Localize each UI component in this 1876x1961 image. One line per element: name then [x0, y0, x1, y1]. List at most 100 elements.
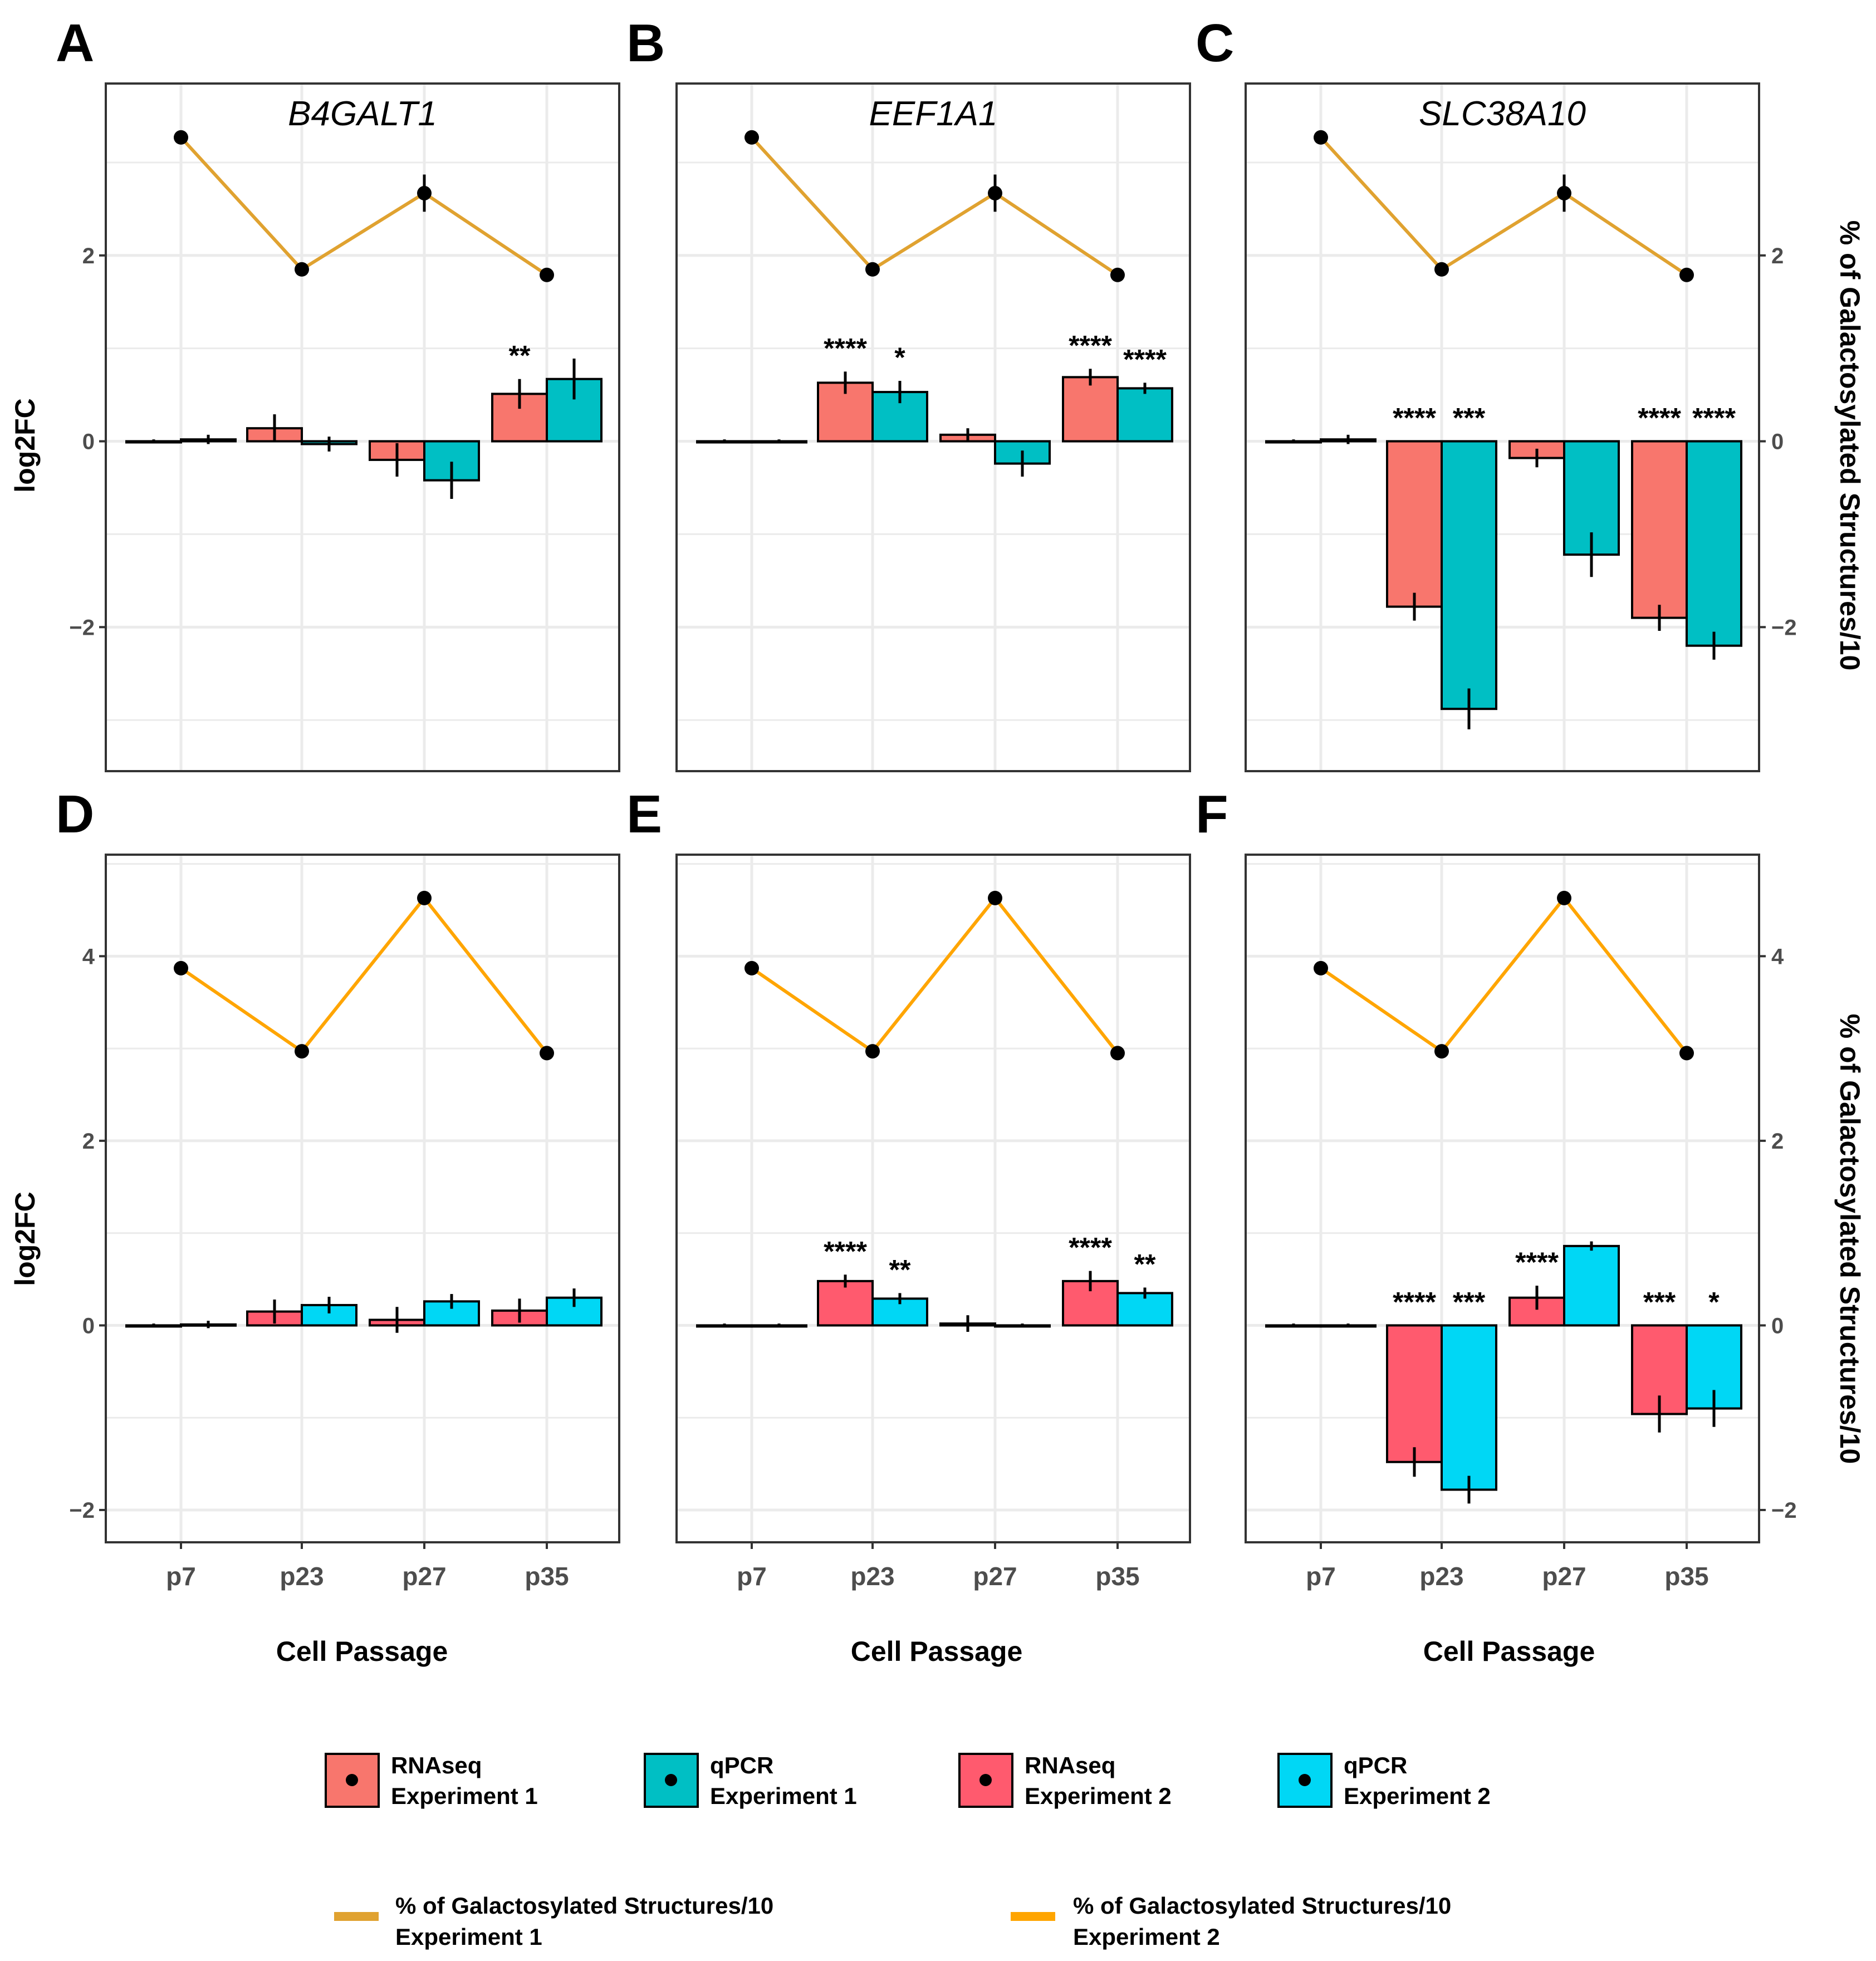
legend-label-qpcr-exp2-line1: qPCR	[1344, 1752, 1407, 1778]
x-tick-label: p35	[1095, 1562, 1139, 1591]
plot-background	[1246, 855, 1759, 1542]
x-tick-label: p23	[1419, 1562, 1463, 1591]
panel-d: −2 0 2 4 p7 p23 p27 p35 D	[56, 785, 620, 1591]
plot-border	[105, 854, 620, 1543]
line-point	[744, 960, 759, 975]
x-tick-label: p23	[280, 1562, 324, 1591]
y-axis-title-bottom: log2FC	[9, 1192, 41, 1286]
line-point	[865, 262, 880, 277]
line-point	[1557, 185, 1571, 200]
significance-label: ****	[1515, 1247, 1559, 1278]
legend-item-rnaseq-exp2: RNAseq Experiment 2	[958, 1752, 1172, 1809]
galactosylation-line	[750, 136, 1119, 277]
line-point	[1314, 960, 1328, 975]
galactosylation-line	[180, 895, 548, 1055]
line-point	[1434, 262, 1449, 277]
legend-dot-icon	[346, 1774, 358, 1786]
line-point	[540, 267, 554, 282]
line-point	[295, 262, 309, 277]
significance-label: ****	[1692, 403, 1736, 434]
legend-label-rnaseq-exp2-line1: RNAseq	[1025, 1752, 1115, 1778]
bar	[817, 1279, 874, 1327]
y-tick-label: 0	[82, 430, 95, 454]
significance-label: **	[509, 340, 531, 371]
line-point	[988, 890, 1002, 905]
line-point	[1434, 1044, 1449, 1059]
x-tick-label: p7	[737, 1562, 767, 1591]
legend-label-line-exp2-line1: % of Galactosylated Structures/10	[1073, 1893, 1451, 1919]
galactosylation-line	[1320, 895, 1688, 1055]
line-point	[865, 1044, 880, 1059]
significance-label: ****	[1638, 403, 1681, 434]
plot-border	[675, 854, 1191, 1543]
legend-label-qpcr-exp2-line2: Experiment 2	[1344, 1783, 1491, 1809]
panel-letter: D	[56, 785, 94, 844]
bar	[1386, 440, 1443, 608]
significance-label: ****	[1393, 403, 1436, 434]
line-point	[988, 185, 1002, 200]
galactosylation-line	[179, 136, 548, 277]
legend-label-qpcr-exp1-line1: qPCR	[710, 1752, 773, 1778]
legend-dot-icon	[979, 1774, 992, 1786]
y2-tick-label: −2	[1771, 615, 1797, 640]
bar	[1062, 376, 1119, 443]
x-tick-label: p35	[1664, 1562, 1708, 1591]
legend-label-line-exp2-line2: Experiment 2	[1073, 1924, 1220, 1950]
significance-label: *	[1708, 1286, 1720, 1317]
panel-letter: E	[626, 785, 662, 844]
plot-background	[677, 855, 1190, 1542]
significance-label: ***	[1453, 403, 1486, 434]
legend-label-rnaseq-exp2-line2: Experiment 2	[1025, 1783, 1172, 1809]
y-tick-label: −2	[69, 615, 95, 640]
y-tick-label: 0	[82, 1313, 95, 1338]
significance-label: ****	[1069, 330, 1112, 361]
bar	[1441, 1324, 1497, 1491]
legend: RNAseq Experiment 1 qPCR Experiment 1 RN…	[325, 1752, 1491, 1950]
y-tick-label: 2	[82, 1129, 95, 1154]
significance-label: ***	[1453, 1286, 1486, 1317]
legend-item-qpcr-exp2: qPCR Experiment 2	[1277, 1752, 1491, 1809]
legend-label-rnaseq-exp1-line2: Experiment 1	[391, 1783, 538, 1809]
panel-letter: B	[626, 13, 665, 73]
bar	[1686, 440, 1742, 647]
x-axis-title-d: Cell Passage	[276, 1636, 448, 1667]
legend-item-rnaseq-exp1: RNAseq Experiment 1	[325, 1752, 538, 1809]
plot-background	[1246, 84, 1759, 771]
legend-label-line-exp1-line1: % of Galactosylated Structures/10	[395, 1893, 773, 1919]
significance-label: ***	[1643, 1286, 1676, 1317]
y2-tick-label: 2	[1771, 1129, 1784, 1154]
significance-label: ****	[824, 332, 867, 364]
plot-background	[106, 855, 619, 1542]
legend-label-qpcr-exp1-line2: Experiment 1	[710, 1783, 857, 1809]
legend-item-line-exp2: % of Galactosylated Structures/10 Experi…	[1011, 1893, 1451, 1950]
bar	[1386, 1324, 1443, 1463]
x-axis-title-e: Cell Passage	[851, 1636, 1023, 1667]
y2-axis-title-top: % of Galactosylated Structures/10	[1834, 220, 1865, 671]
plot-border	[105, 82, 620, 772]
line-point	[744, 130, 759, 145]
x-axis-title-f: Cell Passage	[1423, 1636, 1595, 1667]
y2-axis-title-bottom: % of Galactosylated Structures/10	[1834, 1014, 1865, 1464]
y2-tick-label: 0	[1771, 430, 1784, 454]
panel-letter: A	[56, 13, 94, 73]
gene-title: EEF1A1	[869, 95, 998, 133]
significance-label: **	[889, 1254, 911, 1285]
y2-tick-label: 0	[1771, 1313, 1784, 1338]
x-tick-label: p27	[402, 1562, 446, 1591]
plot-border	[675, 82, 1191, 772]
legend-item-qpcr-exp1: qPCR Experiment 1	[644, 1752, 857, 1809]
galactosylation-line	[1319, 136, 1688, 277]
x-tick-label: p7	[166, 1562, 196, 1591]
plot-border	[1245, 82, 1760, 772]
line-point	[1110, 1046, 1125, 1061]
x-tick-label: p35	[525, 1562, 569, 1591]
panel-letter: F	[1196, 785, 1228, 844]
bar	[1563, 1244, 1620, 1327]
legend-dot-icon	[665, 1774, 677, 1786]
y2-tick-label: −2	[1771, 1498, 1797, 1523]
gene-title: SLC38A10	[1419, 95, 1586, 133]
